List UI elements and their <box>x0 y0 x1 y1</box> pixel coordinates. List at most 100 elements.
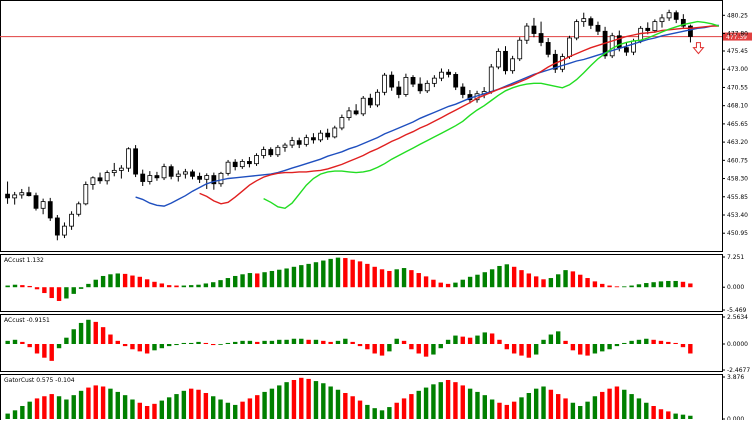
candle-body <box>353 110 359 115</box>
histogram-bar <box>93 385 98 419</box>
price-tick-label: 477.80 <box>727 31 748 38</box>
histogram-bar <box>328 258 333 288</box>
candle-body <box>680 18 686 27</box>
histogram-bar <box>269 340 275 345</box>
candle-body <box>581 18 587 23</box>
histogram-bar <box>203 283 209 288</box>
histogram-bar <box>211 282 216 288</box>
histogram-bar <box>152 281 157 288</box>
candle-body <box>33 195 39 209</box>
price-tick-label: 480.25 <box>727 12 748 19</box>
histogram-bar <box>607 344 612 350</box>
histogram-bar <box>357 344 363 347</box>
histogram-bar <box>335 389 341 419</box>
histogram-bar <box>71 395 76 419</box>
histogram-bar <box>504 344 510 350</box>
histogram-bar <box>20 405 25 419</box>
histogram-bar <box>12 284 18 288</box>
histogram-bar <box>122 395 128 419</box>
histogram-bar <box>321 340 326 345</box>
candle-body <box>524 25 530 41</box>
histogram-bar <box>159 283 165 288</box>
candle-body <box>239 161 245 168</box>
histogram-bar <box>401 268 407 288</box>
price-tick-label: 470.55 <box>727 84 748 91</box>
histogram-bar <box>64 399 69 419</box>
histogram-bar <box>108 274 113 288</box>
histogram-bar <box>166 344 172 347</box>
candle-body <box>431 77 437 84</box>
histogram-bar <box>56 396 62 419</box>
current-price-tag-bg <box>723 32 752 41</box>
histogram-bar <box>379 269 385 288</box>
histogram-bar <box>467 388 473 419</box>
ac-panel-label: ACcust 1.132 <box>4 257 44 264</box>
candle-body <box>54 217 60 236</box>
histogram-bar <box>556 331 561 345</box>
histogram-bar <box>365 344 370 350</box>
candle-body <box>567 37 572 57</box>
ac-tick-label: -5.469 <box>727 307 747 314</box>
candle-body <box>303 137 309 145</box>
histogram-bar <box>5 285 10 288</box>
histogram-bar <box>563 398 568 419</box>
histogram-bar <box>203 392 209 419</box>
histogram-bar <box>56 287 62 301</box>
histogram-bar <box>541 339 546 345</box>
histogram-bar <box>666 341 671 345</box>
candle-body <box>624 47 629 53</box>
candle-body <box>495 50 501 68</box>
histogram-bar <box>299 265 304 288</box>
histogram-bar <box>86 283 91 288</box>
histogram-bar <box>86 387 91 419</box>
histogram-bar <box>600 283 605 288</box>
histogram-bar <box>416 273 421 288</box>
candle-body <box>403 77 409 95</box>
histogram-bar <box>438 282 443 288</box>
histogram-bar <box>277 339 282 345</box>
histogram-bar <box>64 337 69 345</box>
histogram-bar <box>387 407 392 419</box>
candle-body <box>318 132 323 141</box>
histogram-bar <box>644 338 649 345</box>
histogram-bar <box>34 287 40 290</box>
histogram-bar <box>445 339 451 345</box>
histogram-bar <box>233 341 238 345</box>
histogram-bar <box>122 344 128 347</box>
histogram-bar <box>453 335 458 345</box>
alligator-jaw-line <box>135 24 719 207</box>
histogram-bar <box>174 344 179 346</box>
histogram-bar <box>225 402 231 419</box>
histogram-bar <box>585 344 590 356</box>
histogram-bar <box>306 378 311 419</box>
histogram-bar <box>423 387 429 419</box>
histogram-bar <box>445 283 451 288</box>
histogram-bar <box>394 269 399 288</box>
histogram-bar <box>34 398 40 419</box>
histogram-bar <box>423 276 429 288</box>
candle-body <box>197 175 203 180</box>
histogram-bar <box>71 287 76 294</box>
histogram-bar <box>431 279 436 288</box>
histogram-bar <box>570 402 576 419</box>
histogram-bar <box>108 334 113 345</box>
histogram-bar <box>504 404 510 419</box>
histogram-bar <box>636 398 642 419</box>
histogram-bar <box>453 382 458 419</box>
candle-body <box>417 83 423 92</box>
histogram-bar <box>277 385 282 419</box>
histogram-bar <box>636 339 642 345</box>
histogram-bar <box>100 275 106 288</box>
candle-body <box>488 66 494 92</box>
histogram-bar <box>379 344 385 356</box>
candle-body <box>19 192 25 196</box>
candle-body <box>346 110 352 118</box>
histogram-bar <box>445 379 451 419</box>
histogram-bar <box>313 262 319 288</box>
candle-body <box>517 39 523 60</box>
histogram-bar <box>144 279 150 288</box>
histogram-bar <box>218 399 223 419</box>
candle-body <box>382 74 387 93</box>
